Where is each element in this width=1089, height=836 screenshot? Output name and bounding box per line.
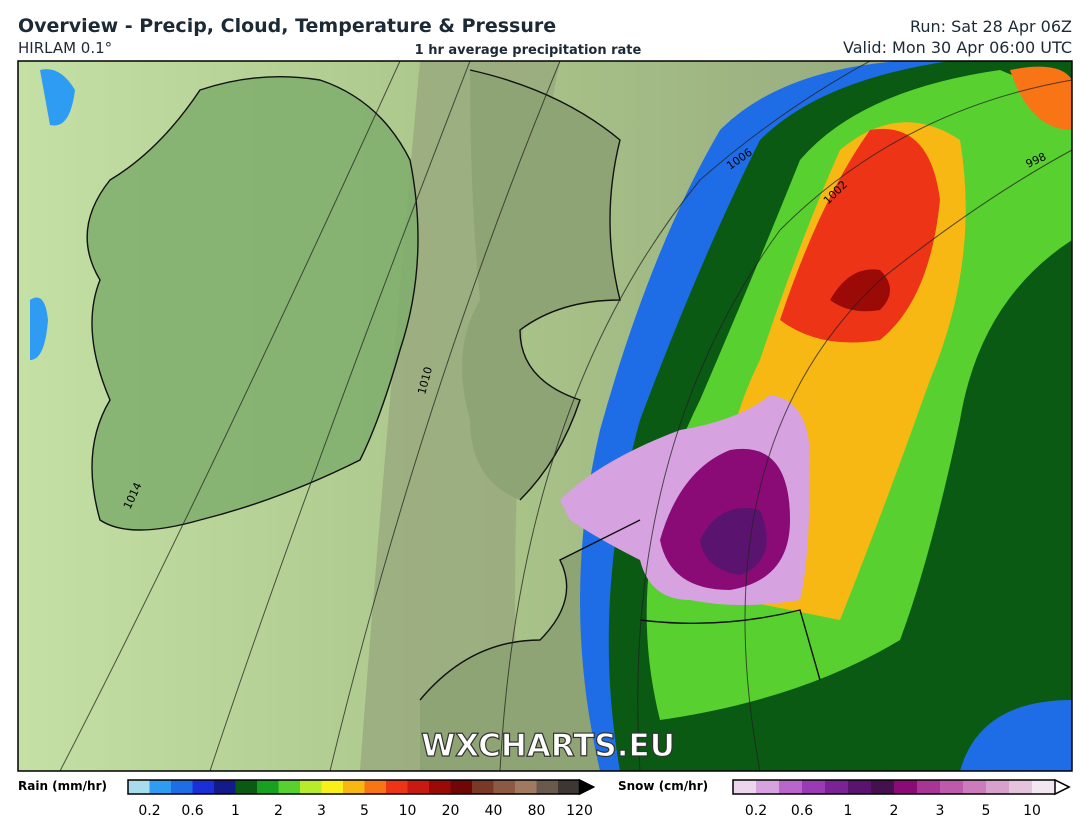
rain-swatch [407, 780, 429, 794]
rain-swatch [128, 780, 150, 794]
rain-swatch [343, 780, 365, 794]
snow-tick-label: 0.6 [791, 803, 813, 819]
snow-swatch [894, 780, 917, 794]
model: HIRLAM 0.1° [18, 39, 112, 57]
rain-arrow-tip [578, 778, 596, 796]
watermark: WXCHARTS.EU [421, 728, 675, 764]
snow-swatch [940, 780, 963, 794]
rain-swatch [278, 780, 300, 794]
rain-swatch [472, 780, 494, 794]
rain-tick-label: 2 [274, 803, 283, 819]
rain-swatch [300, 780, 322, 794]
rain-swatch [386, 780, 408, 794]
snow-swatch [871, 780, 894, 794]
snow-swatch [733, 780, 756, 794]
rain-tick-label: 10 [399, 803, 417, 819]
snow-tick-label: 5 [982, 803, 991, 819]
rain-swatch [192, 780, 214, 794]
rain-tick-label: 1 [231, 803, 240, 819]
valid-time: Valid: Mon 30 Apr 06:00 UTC [843, 38, 1072, 57]
rain-tick-label: 20 [442, 803, 460, 819]
rain-swatch [429, 780, 451, 794]
map: 1014 1010 1006 1002 998 WXCHARTS.EU [18, 61, 1072, 771]
snow-swatch [1032, 780, 1055, 794]
snow-tick-label: 3 [936, 803, 945, 819]
rain-swatch [257, 780, 279, 794]
snow-tick-label: 1 [844, 803, 853, 819]
snow-tick-label: 0.2 [745, 803, 767, 819]
rain-tick-label: 0.6 [181, 803, 203, 819]
rain-swatch [536, 780, 558, 794]
rain-swatch [558, 780, 580, 794]
snow-swatch [1009, 780, 1032, 794]
rain-swatch [171, 780, 193, 794]
rain-tick-label: 40 [485, 803, 503, 819]
rain-tick-label: 120 [566, 803, 593, 819]
snow-swatch [963, 780, 986, 794]
rain-legend-label: Rain (mm/hr) [18, 779, 107, 793]
snow-tick-label: 2 [890, 803, 899, 819]
rain-swatch [364, 780, 386, 794]
rain-swatch [321, 780, 343, 794]
run-time: Run: Sat 28 Apr 06Z [910, 17, 1072, 36]
rain-tick-label: 3 [317, 803, 326, 819]
rain-swatch [235, 780, 257, 794]
rain-swatch [515, 780, 537, 794]
legend: 0.2 0.6 1 2 3 5 10 20 40 80 120 0.2 0.6 1 2 3 5 10 [127, 778, 1071, 819]
rain-swatch [450, 780, 472, 794]
snow-swatch [986, 780, 1009, 794]
snow-swatch [779, 780, 802, 794]
snow-swatch [848, 780, 871, 794]
snow-arrow-tip [1054, 778, 1071, 796]
rain-tick-label: 0.2 [138, 803, 160, 819]
snow-tick-label: 10 [1023, 803, 1041, 819]
snow-swatch [825, 780, 848, 794]
snow-swatch [756, 780, 779, 794]
title: Overview - Precip, Cloud, Temperature & … [18, 15, 556, 37]
snow-legend-label: Snow (cm/hr) [618, 779, 708, 793]
snow-swatch [802, 780, 825, 794]
rain-tick-label: 5 [360, 803, 369, 819]
subtitle: 1 hr average precipitation rate [415, 43, 642, 58]
rain-swatch [214, 780, 236, 794]
rain-swatch [493, 780, 515, 794]
rain-tick-label: 80 [528, 803, 546, 819]
snow-swatch [917, 780, 940, 794]
map-frame [17, 60, 1073, 772]
rain-swatch [149, 780, 171, 794]
